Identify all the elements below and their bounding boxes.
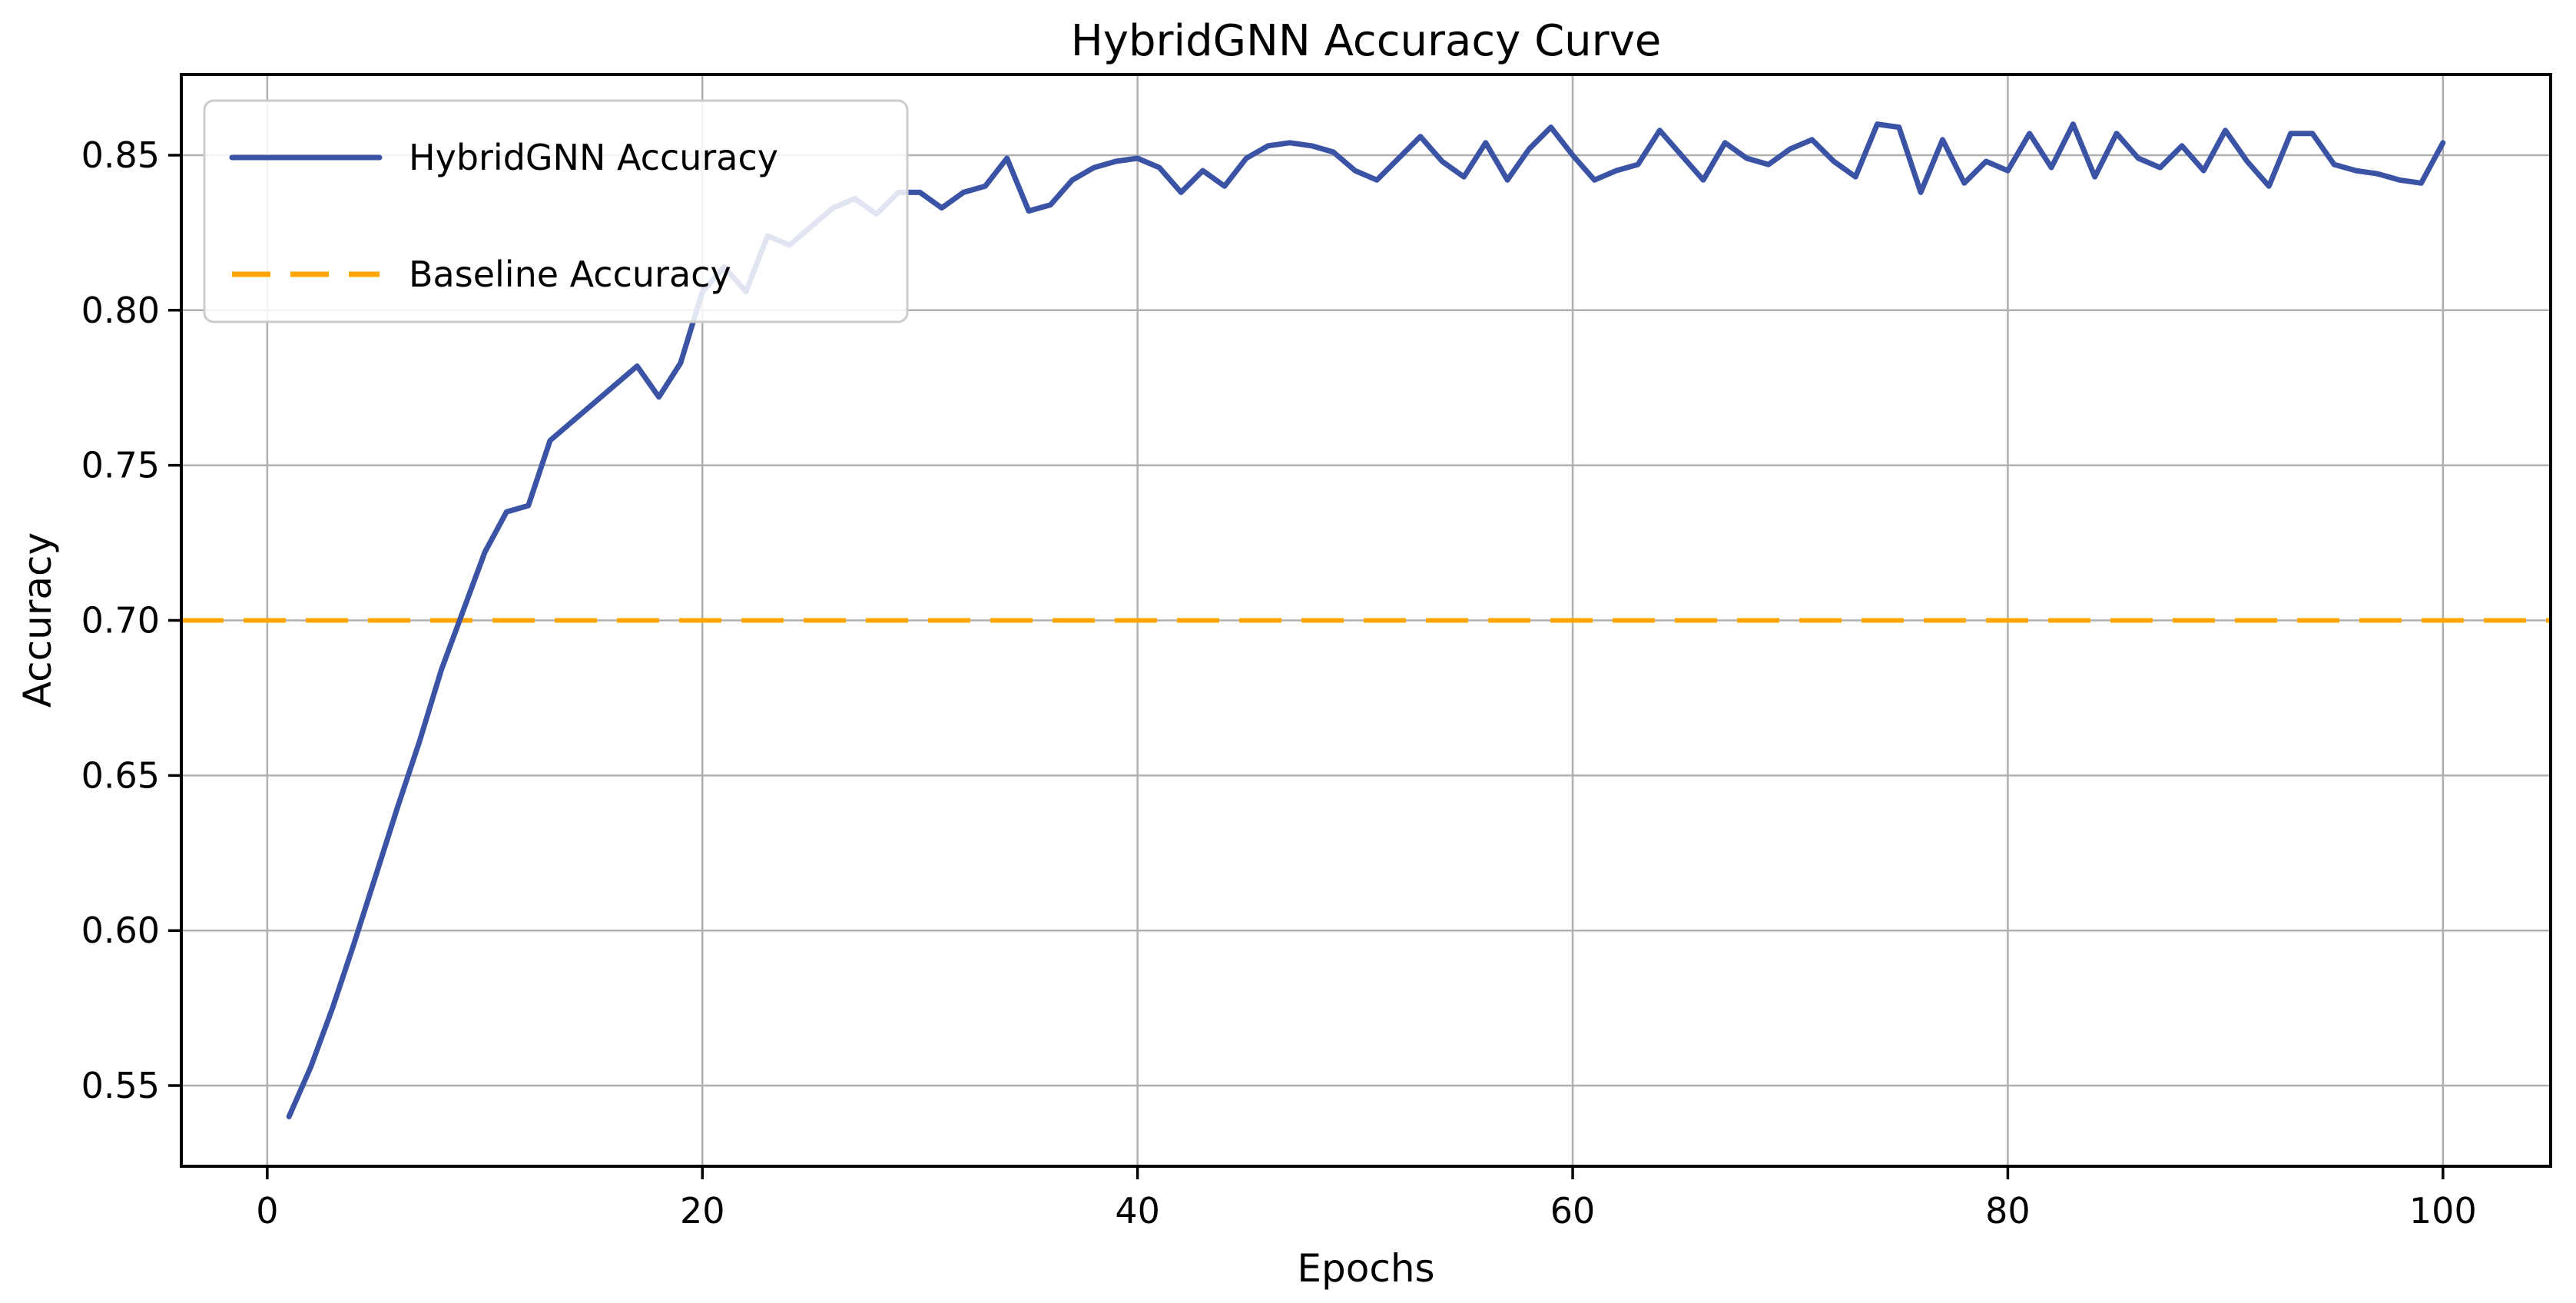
label-layer: HybridGNN Accuracy Curve Epochs Accuracy xyxy=(15,16,1661,1291)
y-tick-label: 0.85 xyxy=(81,134,160,176)
x-tick-label: 80 xyxy=(1985,1190,2031,1232)
legend: HybridGNN Accuracy Baseline Accuracy xyxy=(203,99,909,323)
x-tick-label: 20 xyxy=(680,1190,725,1232)
legend-label-hybridgnn: HybridGNN Accuracy xyxy=(409,137,778,178)
y-tick-label: 0.65 xyxy=(81,754,160,796)
y-tick-label: 0.55 xyxy=(81,1065,160,1106)
x-tick-label: 100 xyxy=(2409,1190,2477,1232)
y-tick-label: 0.75 xyxy=(81,445,160,486)
x-tick-label: 0 xyxy=(256,1190,278,1232)
hybridgnn-accuracy-line xyxy=(286,121,2446,1119)
tick-label-layer: 0 20 40 60 80 100 0.55 0.60 0.65 0.70 0.75 0.80 0.85 xyxy=(81,134,2477,1232)
tick-layer xyxy=(168,154,2445,1179)
y-tick-label: 0.70 xyxy=(81,600,160,642)
y-axis-label: Accuracy xyxy=(15,532,60,708)
x-axis-label: Epochs xyxy=(1297,1246,1434,1291)
y-tick-label: 0.60 xyxy=(81,910,160,951)
x-tick-label: 60 xyxy=(1550,1190,1596,1232)
chart-title: HybridGNN Accuracy Curve xyxy=(1071,16,1662,66)
series-layer xyxy=(181,121,2551,1119)
y-tick-label: 0.80 xyxy=(81,290,160,331)
x-tick-label: 40 xyxy=(1115,1190,1160,1232)
legend-label-baseline: Baseline Accuracy xyxy=(409,254,731,295)
